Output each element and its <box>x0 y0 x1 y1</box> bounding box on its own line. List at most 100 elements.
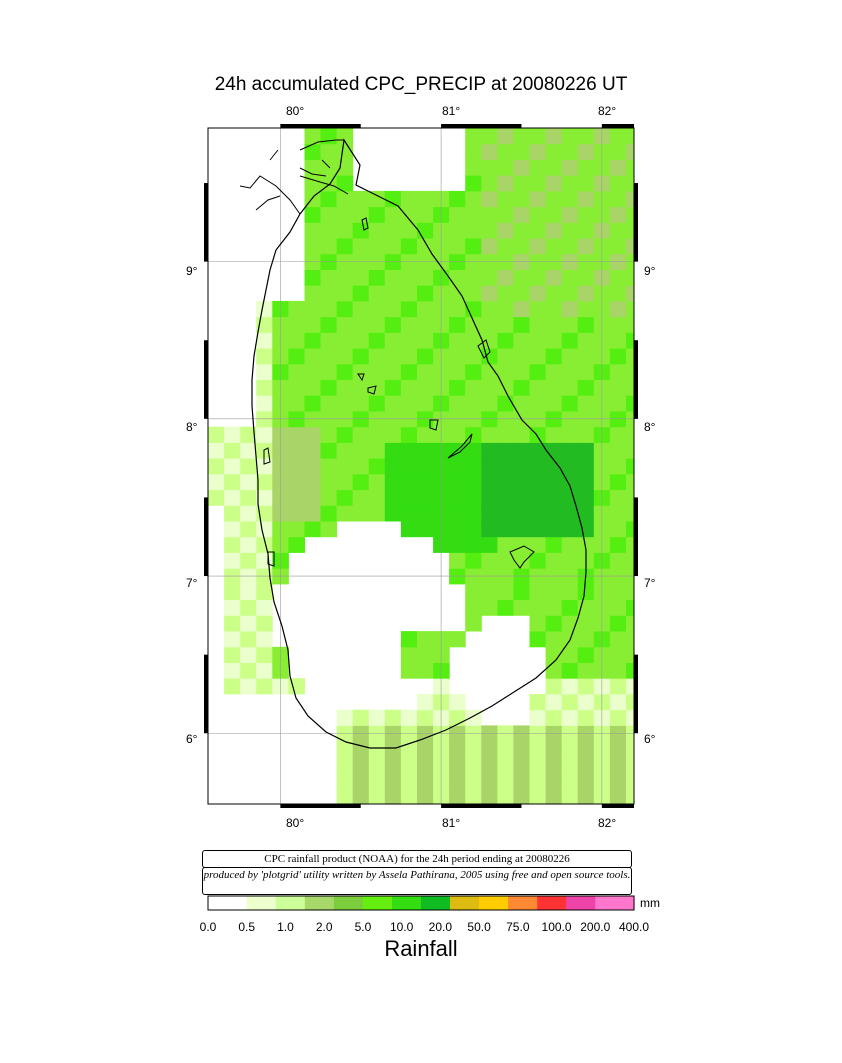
rainfall-cell <box>609 631 627 648</box>
rainfall-cell <box>561 363 579 380</box>
rainfall-cell <box>577 615 595 632</box>
rainfall-cell <box>577 300 595 318</box>
rainfall-cell <box>577 395 595 412</box>
rainfall-cell <box>224 662 241 679</box>
rainfall-cell <box>561 285 579 302</box>
rainfall-cell <box>465 788 482 805</box>
rainfall-cell <box>609 458 627 475</box>
rainfall-cell <box>288 505 305 522</box>
rainfall-cell <box>240 521 257 538</box>
rainfall-cell <box>609 238 627 255</box>
rainfall-cell <box>626 426 635 443</box>
rainfall-cell <box>465 709 482 726</box>
bottom-lon-label-82: 82° <box>598 816 617 830</box>
rainfall-cell <box>529 583 547 601</box>
rainfall-cell <box>577 756 595 773</box>
rainfall-cell <box>577 285 595 302</box>
rainfall-cell <box>626 348 635 365</box>
rainfall-cell <box>433 442 450 459</box>
rainfall-cell <box>336 363 354 380</box>
rainfall-cell <box>465 442 482 459</box>
rainfall-cell <box>465 175 482 192</box>
right-lat-label-6: 6° <box>644 732 656 746</box>
rainfall-cell <box>561 332 579 349</box>
rainfall-cell <box>626 599 635 616</box>
rainfall-cell <box>497 788 514 805</box>
rainfall-cell <box>256 473 273 491</box>
rainfall-cell <box>561 709 579 726</box>
rainfall-cell <box>400 348 418 365</box>
rainfall-cell <box>481 772 498 789</box>
rainfall-cell <box>513 756 530 773</box>
rainfall-cell <box>577 536 595 553</box>
rainfall-cell <box>449 552 466 569</box>
rainfall-cell <box>529 536 547 553</box>
rainfall-cell <box>545 442 563 459</box>
frame-checker-border <box>204 124 638 808</box>
rainfall-cell <box>336 159 354 176</box>
rainfall-cell <box>208 442 225 459</box>
rainfall-cell <box>545 615 563 632</box>
rainfall-cell <box>336 206 354 223</box>
rainfall-cell <box>224 552 241 569</box>
rainfall-cell <box>449 694 466 711</box>
rainfall-cell <box>561 583 579 601</box>
rainfall-cell <box>320 473 338 491</box>
rainfall-cell <box>626 646 635 663</box>
rainfall-cell <box>577 206 595 223</box>
rainfall-cell <box>465 363 482 380</box>
rainfall-cell <box>545 709 563 726</box>
rainfall-cell <box>626 316 635 333</box>
rainfall-cell <box>304 128 322 145</box>
rainfall-cell <box>609 756 627 773</box>
sri-lanka-coastline <box>251 138 587 749</box>
rainfall-cell <box>481 363 498 380</box>
frame-segment <box>601 804 634 808</box>
rainfall-cell <box>449 316 466 333</box>
rainfall-cell <box>626 662 635 679</box>
rainfall-cell <box>561 238 579 255</box>
rainfall-cell <box>513 285 530 302</box>
colorbar-caption: Rainfall <box>384 936 458 961</box>
rainfall-cell <box>288 458 305 475</box>
rainfall-cell <box>400 332 418 349</box>
rainfall-cell <box>320 395 338 412</box>
rainfall-cell <box>304 285 322 302</box>
rainfall-cell <box>320 238 338 255</box>
rainfall-cell <box>224 583 241 601</box>
rainfall-cell <box>577 662 595 679</box>
rainfall-cell <box>609 788 627 805</box>
rainfall-cell <box>481 143 498 160</box>
rainfall-cell <box>497 536 514 553</box>
rainfall-cell <box>626 300 635 318</box>
rainfall-cell <box>626 332 635 349</box>
rainfall-cell <box>561 552 579 569</box>
rainfall-cell <box>497 442 514 459</box>
rainfall-cell <box>400 458 418 475</box>
rainfall-grid-cells <box>208 128 635 805</box>
rainfall-cell <box>304 159 322 176</box>
rainfall-cell <box>384 238 402 255</box>
rainfall-cell <box>497 772 514 789</box>
rainfall-cell <box>609 772 627 789</box>
rainfall-cell <box>626 678 635 695</box>
rainfall-cell <box>368 756 386 773</box>
rainfall-cell <box>561 772 579 789</box>
rainfall-cell <box>465 285 482 302</box>
rainfall-cell <box>465 741 482 758</box>
rainfall-cell <box>577 379 595 396</box>
rainfall-cell <box>433 269 450 286</box>
rainfall-cell <box>433 300 450 318</box>
rainfall-cell <box>626 222 635 239</box>
rainfall-cell <box>513 473 530 491</box>
rainfall-cell <box>513 583 530 601</box>
rainfall-cell <box>481 788 498 805</box>
rainfall-cell <box>561 694 579 711</box>
rainfall-cell <box>320 363 338 380</box>
colorbar-tick-label: 400.0 <box>618 920 650 934</box>
rainfall-cell <box>577 741 595 758</box>
rainfall-cell <box>561 128 579 145</box>
rainfall-cell <box>400 238 418 255</box>
colorbar-tick-label: 0.5 <box>238 920 256 934</box>
rainfall-cell <box>529 694 547 711</box>
